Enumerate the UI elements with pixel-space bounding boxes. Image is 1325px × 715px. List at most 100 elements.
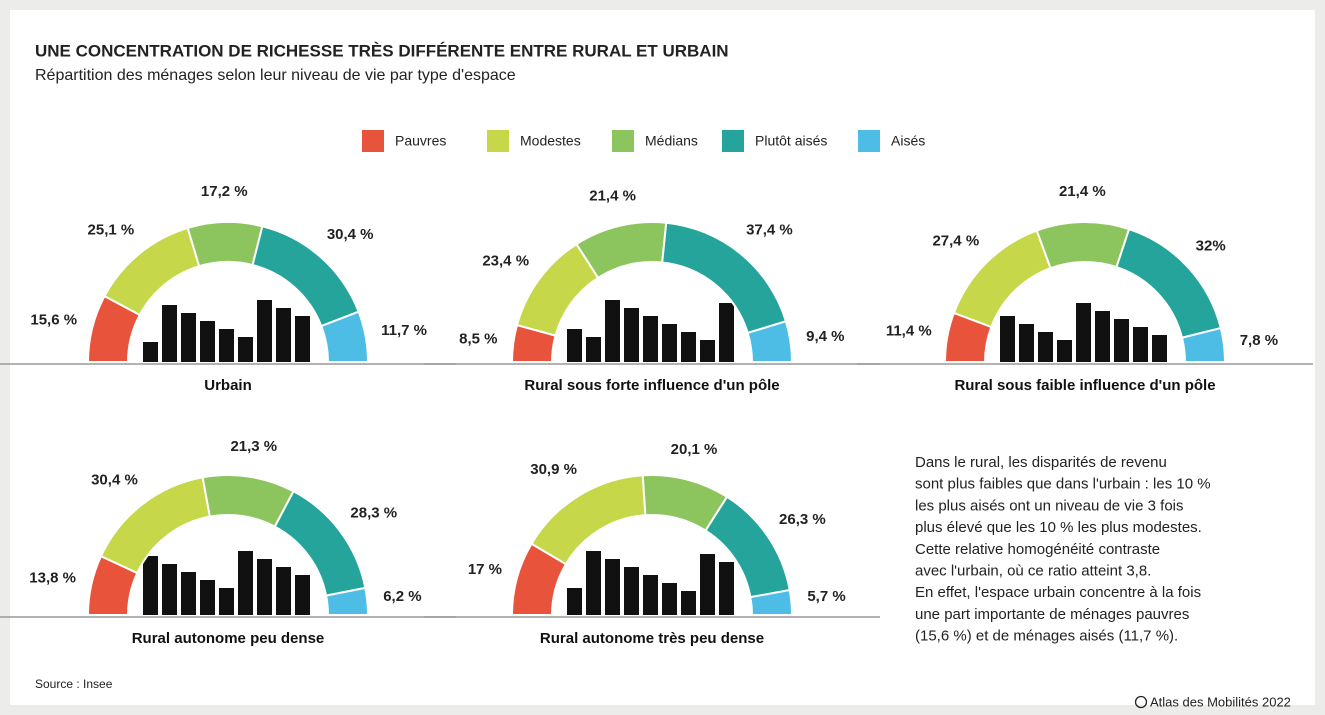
value-label: 25,1 % [88, 221, 135, 238]
legend-label: Plutôt aisés [755, 133, 827, 149]
skyline [143, 342, 158, 362]
cc-icon [1134, 695, 1148, 709]
value-label: 21,4 % [589, 188, 636, 205]
title: UNE CONCENTRATION DE RICHESSE TRÈS DIFFÉ… [35, 41, 729, 60]
value-label: 32% [1196, 237, 1226, 254]
note-line: (15,6 %) et de ménages aisés (11,7 %). [915, 628, 1178, 645]
skyline [1019, 324, 1034, 362]
skyline [1038, 332, 1053, 362]
skyline [1076, 303, 1091, 362]
legend-label: Médians [645, 133, 698, 149]
skyline [1114, 319, 1129, 362]
skyline [719, 303, 734, 362]
value-label: 30,4 % [91, 472, 138, 489]
skyline [700, 340, 715, 362]
skyline [1152, 335, 1167, 362]
subtitle: Répartition des ménages selon leur nivea… [35, 67, 516, 84]
value-label: 21,4 % [1059, 183, 1106, 200]
chart-title: Rural sous forte influence d'un pôle [524, 377, 779, 394]
legend-swatch [858, 130, 880, 152]
value-label: 11,7 % [381, 322, 427, 339]
skyline [219, 588, 234, 615]
value-label: 20,1 % [671, 441, 718, 458]
skyline [295, 575, 310, 615]
legend-label: Pauvres [395, 133, 446, 149]
legend-label: Modestes [520, 133, 581, 149]
skyline [605, 559, 620, 615]
skyline [1095, 311, 1110, 362]
skyline [276, 567, 291, 615]
skyline [624, 308, 639, 362]
segment [749, 588, 794, 616]
skyline [681, 591, 696, 615]
note-line: En effet, l'espace urbain concentre à la… [915, 584, 1201, 601]
note-line: Cette relative homogénéité contraste [915, 541, 1160, 558]
value-label: 26,3 % [779, 511, 826, 528]
legend-label: Aisés [891, 133, 925, 149]
value-label: 37,4 % [746, 222, 793, 239]
skyline [1000, 316, 1015, 362]
skyline [586, 551, 601, 615]
skyline [1057, 340, 1072, 362]
chart-title: Rural autonome très peu dense [540, 630, 764, 647]
skyline [1133, 327, 1148, 362]
value-label: 5,7 % [807, 588, 845, 605]
value-label: 30,4 % [327, 226, 374, 243]
segment [1180, 326, 1227, 363]
segment [324, 586, 370, 616]
skyline [276, 308, 291, 362]
skyline [719, 562, 734, 615]
chart-title: Urbain [204, 377, 252, 394]
value-label: 8,5 % [459, 330, 497, 347]
chart-title: Rural autonome peu dense [132, 630, 325, 647]
value-label: 9,4 % [806, 328, 844, 345]
legend-swatch [612, 130, 634, 152]
value-label: 30,9 % [530, 461, 577, 478]
legend-swatch [362, 130, 384, 152]
note-line: sont plus faibles que dans l'urbain : le… [915, 476, 1211, 493]
skyline [624, 567, 639, 615]
skyline [162, 305, 177, 362]
skyline [181, 572, 196, 615]
note-line: une part importante de ménages pauvres [915, 606, 1189, 623]
note-line: les plus aisés ont un niveau de vie 3 fo… [915, 497, 1184, 514]
skyline [257, 559, 272, 615]
value-label: 28,3 % [350, 505, 397, 522]
note-line: avec l'urbain, où ce ratio atteint 3,8. [915, 562, 1151, 579]
skyline [605, 300, 620, 362]
skyline [700, 554, 715, 615]
value-label: 17 % [468, 561, 502, 578]
credit: Atlas des Mobilités 2022 [1150, 694, 1291, 709]
skyline [295, 316, 310, 362]
skyline [238, 551, 253, 615]
skyline [238, 337, 253, 362]
segment [186, 221, 264, 268]
skyline [200, 580, 215, 615]
skyline [662, 583, 677, 615]
source: Source : Insee [35, 677, 113, 691]
value-label: 11,4 % [886, 323, 932, 340]
value-label: 13,8 % [29, 569, 76, 586]
segment [320, 310, 370, 363]
segment [746, 320, 794, 363]
skyline [681, 332, 696, 362]
note-line: plus élevé que les 10 % les plus modeste… [915, 519, 1202, 536]
value-label: 21,3 % [230, 438, 277, 455]
chart-title: Rural sous faible influence d'un pôle [954, 377, 1215, 394]
skyline [643, 575, 658, 615]
value-label: 27,4 % [932, 232, 979, 249]
value-label: 23,4 % [482, 252, 529, 269]
skyline [643, 316, 658, 362]
skyline [662, 324, 677, 362]
skyline [181, 313, 196, 362]
skyline [567, 329, 582, 362]
skyline [162, 564, 177, 615]
skyline [200, 321, 215, 362]
skyline [567, 588, 582, 615]
skyline [143, 556, 158, 615]
segment [1035, 221, 1131, 270]
value-label: 7,8 % [1240, 332, 1278, 349]
skyline [257, 300, 272, 362]
